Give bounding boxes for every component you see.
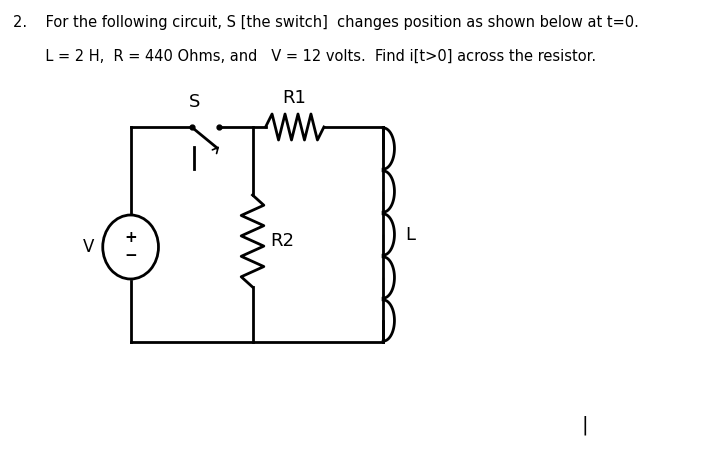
Text: −: − (124, 249, 137, 264)
Text: L: L (405, 225, 415, 244)
Text: S: S (190, 93, 201, 111)
Text: R1: R1 (283, 89, 306, 107)
Text: 2.    For the following circuit, S [the switch]  changes position as shown below: 2. For the following circuit, S [the swi… (13, 15, 639, 30)
Text: L = 2 H,  R = 440 Ohms, and   V = 12 volts.  Find i[t>0] across the resistor.: L = 2 H, R = 440 Ohms, and V = 12 volts.… (13, 49, 596, 64)
Text: V: V (82, 238, 94, 256)
Text: R2: R2 (270, 232, 294, 250)
Text: |: | (582, 415, 589, 435)
Text: +: + (124, 230, 137, 245)
